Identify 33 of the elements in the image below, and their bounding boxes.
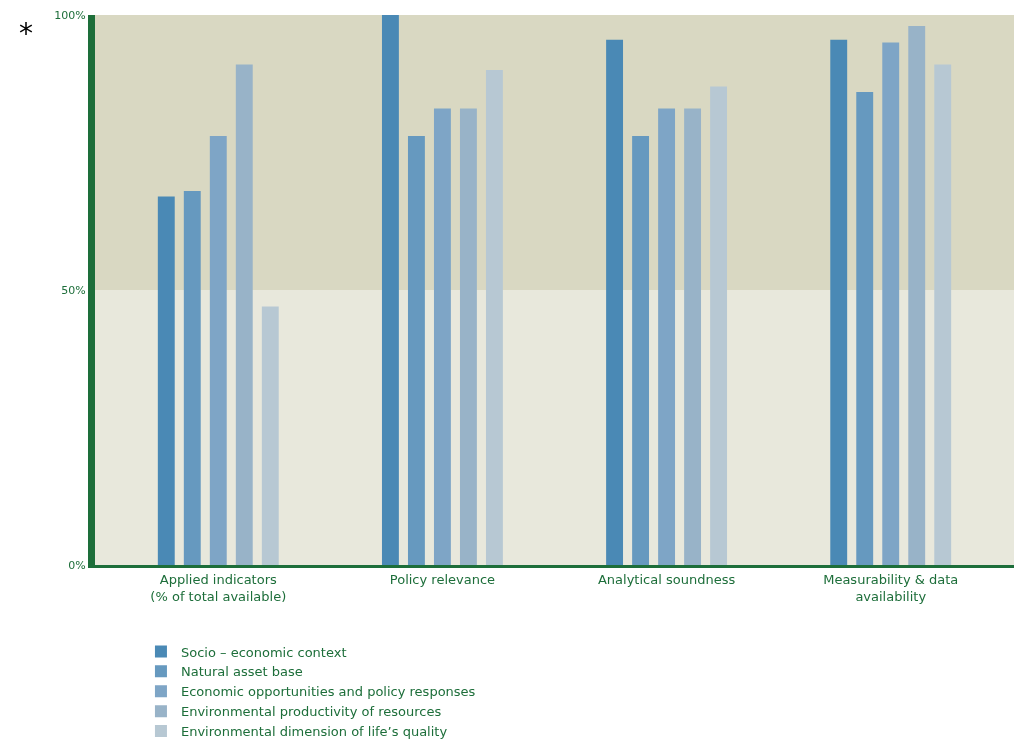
bar [658,108,676,565]
bar [908,26,926,565]
bar [684,108,702,565]
bar [433,108,451,565]
bar [459,108,477,565]
bar [485,70,503,565]
x-tick-label: Analytical soundness [597,571,736,587]
bar [934,64,952,565]
y-tick-label: 0% [68,558,86,572]
bar [381,15,399,565]
legend-label: Environmental productivity of resources [180,704,442,720]
bar [632,136,650,565]
bar [157,196,175,565]
bar [710,86,728,565]
bar [407,136,425,565]
bar [830,39,848,565]
bar [856,92,874,565]
legend-label: Economic opportunities and policy responses [180,684,476,700]
bar [606,39,624,565]
bar [235,64,253,565]
legend-label: Natural asset base [180,664,303,680]
legend-label: Environmental dimension of life’s quality [180,724,448,740]
x-tick-label: Measurability & data availability [823,571,959,604]
legend-label: Socio – economic context [180,644,347,660]
bar [209,136,227,565]
x-tick-label: Policy relevance [389,571,496,587]
y-tick-label: 100% [54,8,86,22]
bar [261,306,279,565]
x-tick-label: Applied indicators (% of total available) [150,571,287,604]
bar [882,42,900,565]
bar [183,191,201,565]
y-tick-label: 50% [61,283,86,297]
text: * [19,17,33,50]
